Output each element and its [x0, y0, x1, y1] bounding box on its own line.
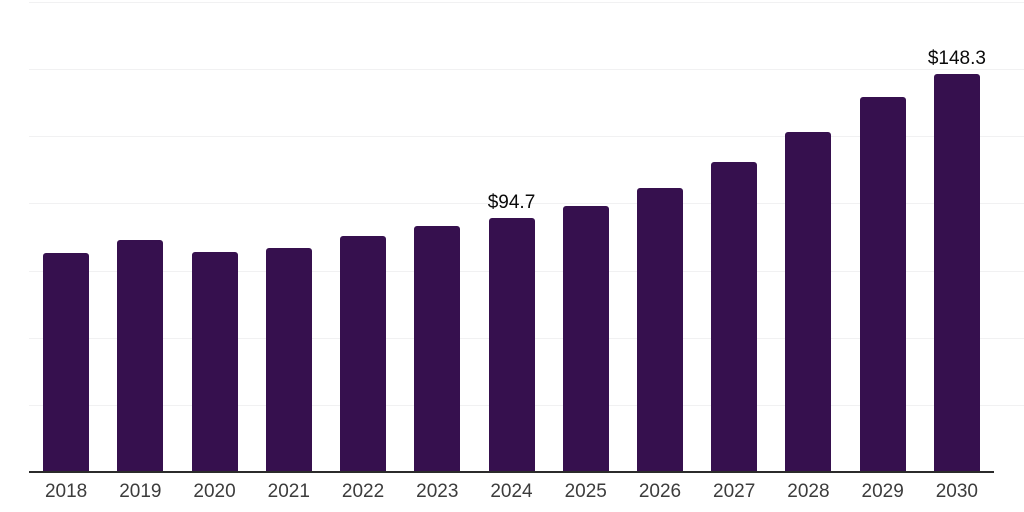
x-tick-2026: 2026: [638, 481, 682, 502]
bar-2018: [43, 253, 90, 472]
x-tick-2030: 2030: [935, 481, 979, 502]
x-tick-2018: 2018: [44, 481, 88, 502]
x-tick-2024: 2024: [490, 481, 533, 502]
x-tick-2025: 2025: [564, 481, 607, 502]
value-label-2030: $148.3: [927, 47, 986, 69]
value-label-2024: $94.7: [487, 191, 536, 213]
x-tick-2027: 2027: [713, 481, 756, 502]
x-axis-line: [29, 471, 994, 473]
bar-2023: [414, 226, 461, 472]
bar-2027: [711, 161, 758, 472]
bar-2019: [117, 239, 164, 472]
bar-2024: [488, 217, 535, 472]
bar-2025: [562, 205, 609, 472]
x-tick-2020: 2020: [193, 481, 236, 502]
x-tick-2028: 2028: [787, 481, 830, 502]
gridline: [29, 69, 1024, 71]
x-tick-2022: 2022: [341, 481, 385, 502]
bar-2021: [265, 248, 312, 472]
bar-2029: [859, 97, 906, 472]
gridline: [29, 136, 1024, 138]
bar-2022: [340, 236, 387, 472]
bar-2028: [785, 132, 832, 472]
x-tick-2021: 2021: [267, 481, 310, 502]
x-tick-2019: 2019: [119, 481, 162, 502]
bar-2026: [636, 187, 683, 472]
bar-2020: [191, 252, 238, 472]
bar-2030: [933, 73, 980, 472]
gridline: [29, 2, 1024, 3]
x-tick-2023: 2023: [416, 481, 459, 502]
x-tick-2029: 2029: [861, 481, 904, 502]
gridline: [29, 203, 1024, 205]
